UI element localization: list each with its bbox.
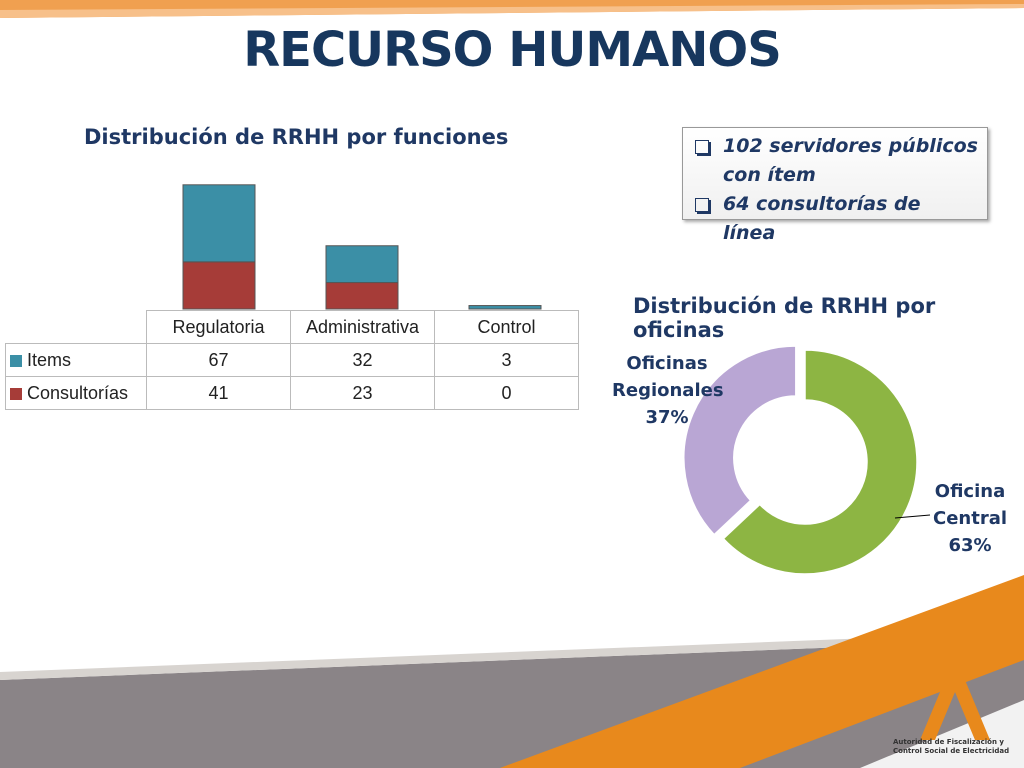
- slice-label: Oficina Central 63%: [915, 478, 1024, 559]
- donut-chart-title: Distribución de RRHH por oficinas: [633, 294, 936, 342]
- slice-category: Oficina Central: [932, 481, 1008, 529]
- slide-title: RECURSO HUMANOS: [243, 22, 782, 78]
- category-label: Regulatoria: [146, 310, 291, 344]
- bar-segment: [325, 282, 399, 310]
- bullet: 102 servidores públicos con ítem: [691, 132, 979, 190]
- legend-swatch: [10, 354, 22, 367]
- table-value: 3: [434, 343, 579, 377]
- logo-text: Autoridad de Fiscalización y Control Soc…: [893, 738, 1010, 755]
- bottom-band-light: [0, 632, 1024, 680]
- bar-segment: [182, 184, 256, 263]
- slice-value: 37%: [645, 407, 689, 428]
- table-value: 41: [146, 376, 291, 410]
- category-label: Control: [434, 310, 579, 344]
- table-value: 67: [146, 343, 291, 377]
- bullet-box: 102 servidores públicos con ítem 64 cons…: [682, 127, 988, 244]
- slice-category: Oficinas Regionales: [612, 353, 724, 401]
- donut-slice: [683, 345, 797, 536]
- orange-swoosh: [500, 575, 1024, 768]
- bar-segment: [468, 305, 542, 310]
- bullet: 64 consultorías de línea: [691, 190, 979, 248]
- bar-segment: [182, 261, 256, 310]
- table-value: 32: [290, 343, 435, 377]
- logo-area: [860, 700, 1024, 768]
- bar-segment: [325, 245, 399, 284]
- top-band-light: [0, 4, 1024, 18]
- legend-swatch: [10, 387, 22, 400]
- category-label: Administrativa: [290, 310, 435, 344]
- data-table: Regulatoria Administrativa Control Items…: [5, 310, 579, 410]
- leader-line: [894, 514, 931, 519]
- bar-chart-title: Distribución de RRHH por funciones: [84, 125, 509, 149]
- slice-value: 63%: [948, 535, 992, 556]
- table-value: 0: [434, 376, 579, 410]
- legend-label: Items: [27, 349, 72, 370]
- logo-mark: [920, 680, 990, 740]
- table-value: 23: [290, 376, 435, 410]
- donut-slice: [722, 349, 918, 575]
- slice-label: Oficinas Regionales 37%: [612, 350, 724, 431]
- legend-label: Consultorías: [27, 382, 129, 403]
